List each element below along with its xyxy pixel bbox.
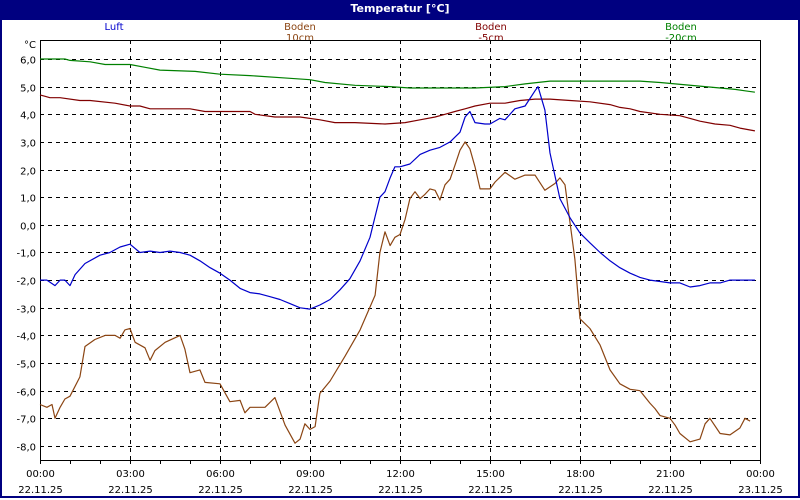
series-line-boden-5cm [39, 94, 756, 132]
legend-boden-minus-20cm: Boden -20cm [665, 22, 697, 44]
y-tick-label: -8,0 [16, 443, 36, 454]
x-tick-date: 22.11.25 [198, 485, 243, 496]
y-tick-label: 6,0 [20, 56, 36, 67]
series-line-boden-20cm [40, 58, 755, 93]
gridlines [40, 40, 760, 460]
x-tick-time: 03:00 [116, 469, 145, 480]
legend-boden-minus-5cm: Boden -5cm [475, 22, 507, 44]
x-tick-time: 06:00 [206, 469, 235, 480]
x-tick-time: 00:00 [746, 469, 775, 480]
y-tick-label: 5,0 [20, 84, 36, 95]
legend-luft: Luft [104, 22, 124, 33]
x-tick-date: 22.11.25 [648, 485, 693, 496]
y-tick-label: 0,0 [20, 222, 36, 233]
x-tick-date: 23.11.25 [738, 485, 783, 496]
series-line-boden-10cm [39, 141, 751, 444]
y-tick-label: -5,0 [16, 360, 36, 371]
y-tick-label: -3,0 [16, 305, 36, 316]
x-tick-date: 22.11.25 [108, 485, 153, 496]
data-series [39, 58, 756, 444]
y-tick-label: 2,0 [20, 167, 36, 178]
x-tick-date: 22.11.25 [378, 485, 423, 496]
x-tick-date: 22.11.25 [288, 485, 333, 496]
y-unit-label: °C [24, 40, 36, 51]
x-tick-time: 00:00 [26, 469, 55, 480]
y-tick-label: -1,0 [16, 249, 36, 260]
plot-frame [40, 40, 761, 461]
axes [40, 40, 761, 464]
y-tick-label: 4,0 [20, 111, 36, 122]
y-tick-label: -4,0 [16, 332, 36, 343]
y-tick-label: -2,0 [16, 277, 36, 288]
window-title: Temperatur [°C] [0, 0, 800, 20]
x-tick-time: 12:00 [386, 469, 415, 480]
x-tick-date: 22.11.25 [558, 485, 603, 496]
x-tick-date: 22.11.25 [18, 485, 63, 496]
y-tick-label: -6,0 [16, 388, 36, 399]
x-tick-date: 22.11.25 [468, 485, 513, 496]
axis-labels: 6,0 5,0 4,0 3,0 2,0 1,0 0,0 -1,0 -2,0 -3,0 -4,0 -5,… [16, 40, 782, 496]
x-tick-time: 09:00 [296, 469, 325, 480]
x-tick-time: 15:00 [476, 469, 505, 480]
legend-boden-10cm: Boden 10cm [284, 22, 316, 44]
y-tick-label: 3,0 [20, 139, 36, 150]
x-tick-time: 21:00 [656, 469, 685, 480]
series-line-luft [40, 85, 755, 310]
y-tick-label: 1,0 [20, 194, 36, 205]
y-tick-label: -7,0 [16, 415, 36, 426]
x-tick-time: 18:00 [566, 469, 595, 480]
